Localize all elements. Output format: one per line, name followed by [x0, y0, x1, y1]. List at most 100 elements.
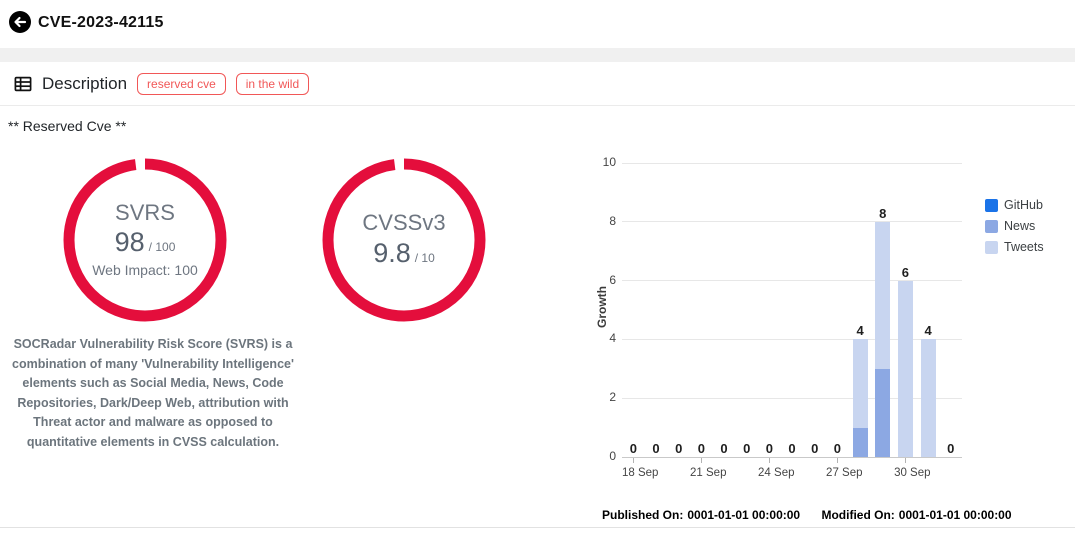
bar-29-sep[interactable]: 8: [871, 163, 894, 457]
description-card: Description reserved cve in the wild ** …: [0, 62, 1075, 528]
svrs-explanation-note: SOCRadar Vulnerability Risk Score (SVRS)…: [12, 337, 294, 449]
x-tick-label: 30 Sep: [894, 467, 931, 479]
bar-1-oct[interactable]: 4: [917, 163, 940, 457]
svrs-gauge-name: SVRS: [115, 199, 175, 225]
x-tick-label: 18 Sep: [622, 467, 659, 479]
bar-segment-news[interactable]: [875, 368, 891, 457]
bar-segment-tweets[interactable]: [897, 280, 913, 457]
bar-25-sep[interactable]: 0: [781, 163, 804, 457]
legend-item-news[interactable]: News: [985, 219, 1044, 233]
y-tick-label-6: 6: [609, 272, 616, 287]
bar-value-label: 0: [947, 441, 955, 456]
bar-26-sep[interactable]: 0: [803, 163, 826, 457]
bar-21-sep[interactable]: 0: [690, 163, 713, 457]
x-tick-slot: [735, 458, 758, 463]
legend-item-tweets[interactable]: Tweets: [985, 240, 1044, 254]
bar-value-label: 0: [765, 441, 773, 456]
top-header: CVE-2023-42115: [0, 0, 1075, 48]
legend-item-github[interactable]: GitHub: [985, 198, 1044, 212]
x-tick-label: [878, 467, 894, 479]
bar-segment-news[interactable]: [852, 427, 868, 457]
bar-segment-tweets[interactable]: [875, 221, 891, 369]
chart-x-tick-labels: 18 Sep 21 Sep 24 Sep 27 Sep 30 Sep: [622, 467, 962, 479]
bar-value-label: 0: [788, 441, 796, 456]
bar-segment-tweets[interactable]: [852, 339, 868, 428]
cvssv3-gauge-value: 9.8: [373, 237, 411, 268]
x-tick-label: [931, 467, 947, 479]
y-tick-label-4: 4: [609, 331, 616, 346]
legend-swatch-tweets: [985, 240, 998, 254]
cvssv3-gauge-ring: [322, 158, 486, 322]
y-tick-label-8: 8: [609, 213, 616, 228]
x-tick-slot: [803, 458, 826, 463]
cvssv3-gauge: CVSSv3 9.8 / 10: [321, 157, 487, 323]
legend-label: GitHub: [1004, 198, 1043, 212]
bar-30-sep[interactable]: 6: [894, 163, 917, 457]
x-tick-label: [794, 467, 810, 479]
x-tick-slot: [758, 458, 781, 463]
bar-value-label: 0: [675, 441, 683, 456]
modified-on-value: 0001-01-01 00:00:00: [898, 508, 1012, 522]
table-list-icon: [14, 76, 32, 91]
bar-2-oct[interactable]: 0: [939, 163, 962, 457]
chart-legend: GitHub News Tweets: [985, 198, 1044, 254]
arrow-left-circle-icon: [9, 11, 31, 33]
legend-label: Tweets: [1004, 240, 1044, 254]
legend-swatch-news: [985, 219, 998, 233]
gridline-y-0: [622, 456, 962, 458]
legend-label: News: [1004, 219, 1036, 233]
svrs-gauge-ring: [63, 158, 227, 322]
bar-value-label: 4: [856, 323, 864, 339]
x-tick-slot: [667, 458, 690, 463]
bar-value-label: 0: [629, 441, 637, 456]
x-tick-mark: [904, 458, 906, 463]
x-tick-label: [863, 467, 879, 479]
x-tick-mark: [700, 458, 702, 463]
description-card-header: Description reserved cve in the wild: [0, 62, 1075, 106]
chart-x-tick-marks: [622, 458, 962, 463]
legend-swatch-github: [985, 198, 998, 212]
x-tick-slot: [690, 458, 713, 463]
x-tick-slot: [939, 458, 962, 463]
x-tick-mark: [768, 458, 770, 463]
bar-20-sep[interactable]: 0: [667, 163, 690, 457]
bar-19-sep[interactable]: 0: [645, 163, 668, 457]
x-tick-mark: [836, 458, 838, 463]
back-button[interactable]: [8, 10, 32, 34]
page-background-band: [0, 48, 1075, 62]
x-tick-label: [726, 467, 742, 479]
bar-23-sep[interactable]: 0: [735, 163, 758, 457]
chart-dates-row: Published On: 0001-01-01 00:00:00 Modifie…: [602, 508, 1012, 522]
svrs-gauge-value: 98: [114, 227, 145, 258]
published-on: Published On: 0001-01-01 00:00:00: [602, 508, 800, 522]
x-tick-label: 21 Sep: [690, 467, 727, 479]
published-on-value: 0001-01-01 00:00:00: [687, 508, 801, 522]
cvssv3-gauge-name: CVSSv3: [362, 210, 446, 236]
x-tick-slot: [622, 458, 645, 463]
svrs-gauge-subtext: Web Impact: 100: [92, 262, 198, 279]
section-title: Description: [42, 73, 128, 93]
bar-value-label: 0: [652, 441, 660, 456]
x-tick-slot: [713, 458, 736, 463]
y-tick-label-10: 10: [602, 155, 616, 169]
bar-value-label: 0: [697, 441, 705, 456]
bar-24-sep[interactable]: 0: [758, 163, 781, 457]
bar-27-sep[interactable]: 0: [826, 163, 849, 457]
x-tick-label: 24 Sep: [758, 467, 795, 479]
bar-22-sep[interactable]: 0: [713, 163, 736, 457]
bar-value-label: 4: [924, 323, 932, 339]
x-tick-label: [658, 467, 674, 479]
x-tick-slot: [645, 458, 668, 463]
y-tick-label-0: 0: [609, 449, 616, 463]
x-tick-slot: [871, 458, 894, 463]
y-tick-label-2: 2: [609, 390, 616, 405]
bar-28-sep[interactable]: 4: [849, 163, 872, 457]
gridline-y-8: [622, 221, 962, 223]
bar-value-label: 0: [811, 441, 819, 456]
badge-reserved-cve: reserved cve: [137, 72, 226, 95]
bar-18-sep[interactable]: 0: [622, 163, 645, 457]
chart-y-tick-labels: 0 2 4 6 8 10: [570, 155, 616, 463]
svrs-gauge: SVRS 98 / 100 Web Impact: 100: [62, 157, 228, 323]
cvssv3-gauge-denominator: / 10: [414, 250, 435, 265]
bar-segment-tweets[interactable]: [920, 339, 936, 457]
